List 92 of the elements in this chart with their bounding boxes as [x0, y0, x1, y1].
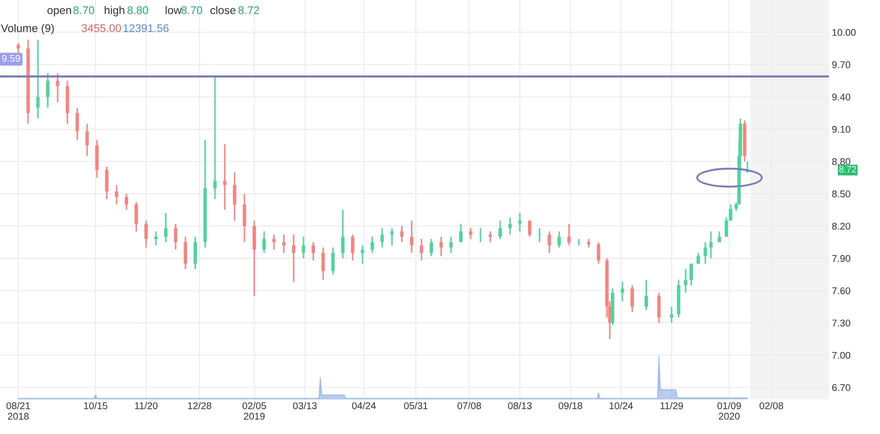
annotation: high: [104, 6, 124, 16]
x-tick-label: 03/13: [293, 402, 317, 410]
candlestick: [292, 234, 296, 283]
y-tick-label: 10.00: [832, 29, 856, 36]
x-tick-label: 01/09 2020: [717, 402, 741, 420]
annotation: 3455.00: [82, 24, 121, 32]
candlestick: [439, 236, 443, 257]
candlestick: [16, 42, 20, 55]
candlestick: [85, 123, 89, 157]
candlestick: [350, 234, 354, 262]
candlestick: [252, 220, 256, 297]
candlestick: [709, 230, 713, 259]
x-tick-label: 11/29: [660, 402, 683, 410]
x-tick-label: 10/24: [610, 402, 633, 410]
x-tick-label: 02/08: [760, 402, 784, 410]
annotation: open: [47, 8, 71, 16]
annotation: low: [166, 6, 182, 14]
y-tick-label: 6.70: [832, 384, 850, 392]
candlestick: [459, 223, 463, 243]
x-tick-label: 08/21 2018: [6, 402, 30, 420]
candlestick: [548, 230, 552, 254]
x-tick-label: 02/05 2019: [242, 402, 266, 420]
candlestick: [56, 72, 60, 103]
x-tick-label: 04/24: [352, 402, 376, 410]
candlestick: [76, 106, 79, 141]
y-tick-label: 9.10: [832, 126, 850, 133]
candlestick: [174, 223, 178, 250]
y-tick-label: 8.80: [832, 158, 850, 166]
x-tick-label: 05/31: [404, 402, 428, 410]
candlestick: [630, 284, 634, 313]
candlestick: [478, 227, 482, 243]
candlestick: [400, 225, 404, 243]
ref-line-label: 9.59: [2, 54, 20, 62]
y-tick-label: 7.60: [832, 287, 850, 294]
candlestick: [558, 230, 561, 248]
candlestick: [114, 184, 118, 206]
candlestick: [134, 202, 138, 232]
y-tick-label: 8.50: [832, 190, 850, 198]
candlestick: [46, 72, 50, 108]
y-tick-label: 7.00: [832, 352, 850, 359]
candlestick: [262, 230, 266, 254]
candlestick: [670, 306, 674, 324]
candlestick: [620, 281, 624, 302]
candlestick: [36, 39, 40, 120]
x-tick-label: 12/28: [188, 402, 212, 410]
annotation: Volume (9): [0, 24, 54, 34]
candlestick: [223, 144, 226, 211]
candlestick: [430, 238, 434, 257]
annotation: 12391.56: [124, 24, 169, 32]
candlestick: [164, 212, 168, 243]
candlestick: [360, 244, 364, 264]
candlestick: [321, 246, 325, 281]
candlestick: [410, 220, 414, 254]
y-tick-label: 9.70: [832, 61, 850, 68]
candlestick: [341, 209, 345, 259]
candlestick: [105, 166, 108, 200]
x-tick-label: 09/18: [558, 402, 582, 410]
candlestick: [370, 236, 374, 254]
text: 8.72: [839, 166, 856, 172]
candlestick: [282, 234, 286, 254]
candlestick: [577, 238, 581, 246]
annotation: 8.72: [238, 6, 260, 14]
y-tick-label: 7.30: [832, 320, 850, 326]
candlestick: [728, 204, 732, 222]
annotation: 8.70: [73, 6, 94, 14]
candlestick: [232, 172, 236, 222]
candlestick: [704, 241, 708, 264]
candlestick: [312, 241, 316, 262]
y-tick-label: 9.40: [832, 94, 850, 100]
x-tick-label: 07/08: [457, 402, 482, 410]
candlestick: [538, 227, 542, 243]
candlestick: [468, 227, 472, 240]
candlestick: [644, 279, 648, 311]
x-tick-label: 10/15: [84, 402, 108, 410]
y-tick-label: 8.20: [832, 222, 850, 230]
annotation: close: [210, 6, 236, 14]
candlestick: [724, 216, 728, 238]
annotation: 8.80: [127, 6, 148, 14]
y-tick-label: 7.90: [832, 255, 850, 262]
candlestick: [488, 230, 492, 243]
candlestick: [684, 268, 688, 294]
x-tick-label: 11/20: [135, 402, 158, 410]
candlestick: [690, 262, 693, 286]
candlestick: [144, 220, 148, 248]
annotation: 8.70: [181, 6, 202, 14]
candlestick: [498, 220, 502, 240]
x-tick-label: 08/13: [508, 402, 532, 410]
candlestick: [518, 212, 522, 232]
candlestick: [449, 236, 453, 254]
candlestick: [380, 227, 384, 248]
candlestick: [194, 236, 197, 270]
candlestick: [528, 220, 532, 238]
